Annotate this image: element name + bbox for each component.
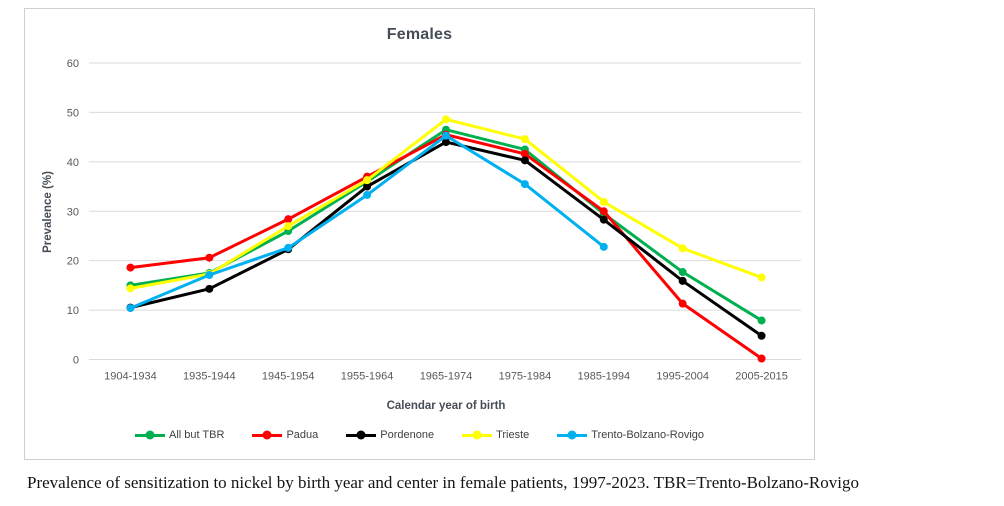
y-tick-label: 50 (67, 107, 79, 119)
series-trieste (126, 115, 766, 293)
figure-caption: Prevalence of sensitization to nickel by… (27, 473, 859, 492)
series-line (128, 133, 764, 361)
x-tick-label: 1975-1984 (499, 371, 552, 383)
x-tick-label: 1985-1994 (577, 371, 630, 383)
legend-line-marker-icon (462, 430, 493, 440)
legend-item-all-but-tbr: All but TBR (135, 429, 224, 441)
line-plot: 0 10 20 30 40 50 60 1904-1934 1935-1944 1945-1954… (67, 58, 801, 383)
x-tick-label: 2005-2015 (735, 371, 788, 383)
data-point-marker (126, 263, 135, 272)
x-tick-labels: 1904-1934 1935-1944 1945-1954 1955-1964 1965… (104, 371, 788, 383)
series-padua (126, 130, 766, 363)
gridlines (89, 62, 801, 360)
y-tick-labels: 0 10 20 30 40 50 60 (67, 58, 79, 367)
legend-item-trento-bolzano-rovigo: Trento-Bolzano-Rovigo (557, 429, 704, 441)
data-point-marker (442, 115, 450, 124)
legend-line-marker-icon (135, 430, 165, 440)
data-point-marker (678, 268, 687, 277)
data-point-marker (599, 207, 608, 216)
x-tick-label: 1945-1954 (262, 371, 315, 383)
chart-legend: All but TBR Padua Pordenone Trieste Tren… (25, 429, 814, 441)
data-point-marker (284, 222, 293, 231)
series-pordenone (126, 138, 766, 340)
data-point-marker (520, 135, 529, 144)
y-axis-title: Prevalence (%) (42, 171, 54, 253)
data-point-marker (678, 244, 687, 253)
data-point-marker (363, 190, 372, 199)
data-point-marker (599, 215, 608, 224)
legend-line-marker-icon (252, 430, 283, 440)
x-tick-label: 1904-1934 (104, 371, 157, 383)
data-point-marker (126, 284, 135, 293)
series-line (128, 128, 764, 322)
data-point-marker (205, 253, 214, 262)
data-point-marker (599, 197, 608, 206)
data-point-marker (363, 182, 372, 191)
x-tick-label: 1995-2004 (656, 371, 709, 383)
data-point-marker (284, 215, 293, 224)
legend-label: Trento-Bolzano-Rovigo (591, 429, 704, 441)
y-tick-label: 20 (67, 256, 79, 268)
legend-label: Padua (286, 429, 319, 441)
chart-container: Females 0 10 20 30 40 50 60 1904-1934 1935-1944 1… (24, 8, 815, 460)
data-point-marker (284, 243, 293, 252)
data-point-marker (363, 176, 372, 185)
legend-label: Pordenone (380, 429, 435, 441)
data-point-marker (520, 180, 529, 189)
legend-label: All but TBR (169, 429, 225, 441)
data-point-marker (442, 131, 450, 140)
chart-title: Females (386, 26, 453, 43)
x-axis-title: Calendar year of birth (386, 400, 506, 412)
y-tick-label: 60 (67, 58, 79, 70)
data-point-marker (520, 149, 529, 158)
data-point-marker (757, 331, 766, 340)
data-point-marker (678, 299, 687, 308)
y-tick-label: 40 (67, 157, 79, 169)
data-point-marker (757, 273, 766, 282)
series-all-but-tbr (126, 125, 766, 325)
data-point-marker (126, 304, 135, 313)
data-point-marker (205, 270, 214, 279)
data-point-marker (757, 316, 766, 325)
y-tick-label: 0 (73, 355, 79, 367)
data-point-marker (520, 156, 529, 165)
x-tick-label: 1955-1964 (341, 371, 394, 383)
x-tick-label: 1935-1944 (183, 371, 236, 383)
data-point-marker (205, 284, 214, 293)
legend-label: Trieste (496, 429, 530, 441)
legend-item-padua: Padua (252, 429, 318, 441)
data-point-marker (442, 138, 450, 147)
legend-item-pordenone: Pordenone (346, 429, 434, 441)
legend-line-marker-icon (557, 430, 588, 440)
y-tick-label: 10 (67, 305, 79, 317)
data-point-marker (757, 354, 766, 363)
legend-line-marker-icon (346, 430, 377, 440)
series-trento-bolzano-rovigo (126, 131, 608, 313)
x-tick-label: 1965-1974 (420, 371, 473, 383)
y-tick-label: 30 (67, 206, 79, 218)
legend-item-trieste: Trieste (462, 429, 529, 441)
data-point-marker (599, 242, 608, 251)
data-point-marker (678, 276, 687, 285)
